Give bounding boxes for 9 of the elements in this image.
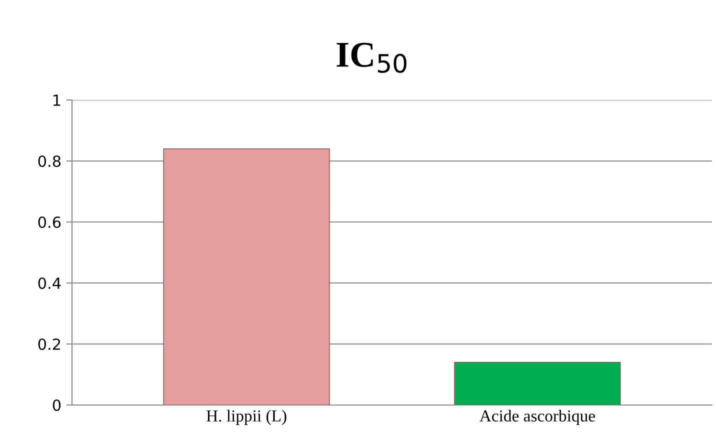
chart-title: IC$_{50}$	[336, 42, 406, 73]
x-tick-label: Acide ascorbique	[480, 410, 595, 425]
y-tick-label: 1	[54, 94, 60, 106]
y-tick-label: 0.6	[38, 216, 61, 228]
y-tick-label: 0.2	[38, 338, 60, 350]
y-tick-label: 0	[52, 399, 61, 412]
y-tick-label: 0.4	[38, 277, 61, 290]
y-tick-label: 0.8	[38, 155, 61, 168]
x-tick-label: H. lippii (L)	[206, 410, 286, 425]
